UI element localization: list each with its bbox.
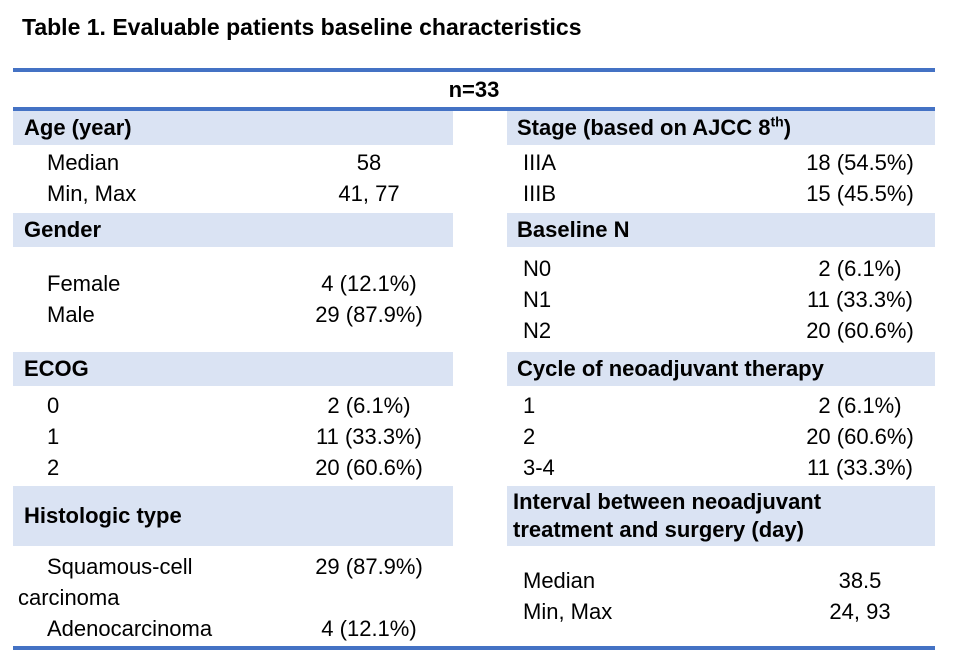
table-row: Male 29 (87.9%): [13, 300, 453, 331]
table-body: Age (year) Median 58 Min, Max 41, 77 Gen…: [13, 111, 935, 646]
table-row: 0 2 (6.1%): [13, 390, 453, 421]
right-column: Stage (based on AJCC 8th) IIIA 18 (54.5%…: [507, 111, 935, 646]
row-label: 1: [47, 423, 60, 449]
row-label: N1: [523, 286, 552, 312]
row-value: 4 (12.1%): [321, 615, 417, 641]
section-header-cycle-label: Cycle of neoadjuvant therapy: [517, 356, 824, 381]
row-label: 2: [523, 423, 536, 449]
row-value: 20 (60.6%): [315, 454, 423, 480]
table-row: IIIB 15 (45.5%): [507, 178, 935, 209]
table-row: N2 20 (60.6%): [507, 315, 935, 346]
table-row-wrap: carcinoma: [13, 582, 453, 613]
row-value: 58: [356, 149, 382, 175]
table-caption: Table 1. Evaluable patients baseline cha…: [22, 14, 582, 40]
row-value: 2 (6.1%): [327, 392, 411, 418]
table-row: Female 4 (12.1%): [13, 269, 453, 300]
row-value: 11 (33.3%): [807, 286, 913, 312]
row-value: 20 (60.6%): [806, 317, 914, 343]
row-label-continuation: carcinoma: [18, 584, 120, 610]
row-value: 29 (87.9%): [315, 302, 423, 327]
row-value: 41, 77: [338, 180, 400, 206]
row-value: 18 (54.5%): [806, 149, 914, 175]
stage-header-end: ): [783, 115, 792, 140]
row-label: N0: [523, 255, 552, 281]
row-value: 29 (87.9%): [315, 553, 423, 579]
interval-header-line2: treatment and surgery (day): [513, 517, 804, 542]
row-value: 38.5: [838, 567, 882, 593]
row-label: Adenocarcinoma: [47, 615, 213, 641]
row-label: Min, Max: [47, 180, 137, 206]
table-row: 2 20 (60.6%): [507, 421, 935, 452]
row-label: Female: [47, 271, 121, 296]
header-rule: [13, 107, 935, 111]
row-label: IIIB: [523, 180, 557, 206]
section-body-interval: Median 38.5 Min, Max 24, 93: [507, 546, 935, 646]
section-header-stage: Stage (based on AJCC 8th): [507, 111, 935, 145]
section-header-stage-label: Stage (based on AJCC 8th): [517, 115, 791, 141]
section-header-ecog: ECOG: [13, 352, 453, 386]
column-gap: [453, 111, 507, 646]
sample-size-label: n=33: [448, 76, 500, 102]
row-label: Min, Max: [523, 598, 613, 624]
table-row: N1 11 (33.3%): [507, 284, 935, 315]
row-value: 4 (12.1%): [321, 271, 417, 296]
interval-header-line1: Interval between neoadjuvant: [513, 489, 822, 514]
stage-header-main: Stage (based on AJCC 8: [517, 115, 771, 140]
row-value: 11 (33.3%): [807, 454, 913, 480]
section-body-histology: Squamous-cell 29 (87.9%) carcinoma Adeno…: [13, 546, 453, 646]
bottom-rule: [13, 646, 935, 650]
baseline-characteristics-table: n=33 Age (year) Median 58 Min, Max 41, 7…: [13, 68, 935, 650]
row-value: 11 (33.3%): [316, 423, 422, 449]
section-body-gender: Female 4 (12.1%) Male 29 (87.9%): [13, 247, 453, 352]
section-body-stage: IIIA 18 (54.5%) IIIB 15 (45.5%): [507, 145, 935, 213]
section-body-ecog: 0 2 (6.1%) 1 11 (33.3%) 2 20 (60.6%): [13, 386, 453, 486]
table-row: Adenocarcinoma 4 (12.1%): [13, 613, 453, 644]
section-header-cycle: Cycle of neoadjuvant therapy: [507, 352, 935, 386]
left-column: Age (year) Median 58 Min, Max 41, 77 Gen…: [13, 111, 453, 646]
table-row: 1 2 (6.1%): [507, 390, 935, 421]
section-header-gender-label: Gender: [24, 217, 102, 242]
table-row: Median 58: [13, 147, 453, 178]
table-row: IIIA 18 (54.5%): [507, 147, 935, 178]
section-body-baseline-n: N0 2 (6.1%) N1 11 (33.3%) N2 20 (60.6%): [507, 247, 935, 352]
row-label: Male: [47, 302, 95, 327]
row-value: 15 (45.5%): [806, 180, 914, 206]
table-row: Median 38.5: [507, 565, 935, 596]
section-header-ecog-label: ECOG: [24, 356, 89, 381]
section-header-baseline-n-label: Baseline N: [517, 217, 630, 242]
row-label: 2: [47, 454, 60, 480]
section-header-histology: Histologic type: [13, 486, 453, 546]
row-label: 3-4: [523, 454, 555, 480]
section-header-interval: Interval between neoadjuvant treatment a…: [507, 486, 935, 546]
section-header-gender: Gender: [13, 213, 453, 247]
row-label: Median: [47, 149, 120, 175]
section-body-age: Median 58 Min, Max 41, 77: [13, 145, 453, 213]
table-row: N0 2 (6.1%): [507, 253, 935, 284]
row-value: 24, 93: [829, 598, 891, 624]
row-label: Median: [523, 567, 596, 593]
sample-size-row: n=33: [13, 72, 935, 107]
row-label: IIIA: [523, 149, 557, 175]
section-header-age-label: Age (year): [24, 115, 132, 140]
row-label: N2: [523, 317, 552, 343]
top-rule: [13, 68, 935, 72]
table-row: 2 20 (60.6%): [13, 452, 453, 483]
row-label: Squamous-cell: [47, 553, 193, 579]
section-header-age: Age (year): [13, 111, 453, 145]
table-row: 1 11 (33.3%): [13, 421, 453, 452]
row-label: 1: [523, 392, 536, 418]
section-body-cycle: 1 2 (6.1%) 2 20 (60.6%) 3-4 11 (33.3%): [507, 386, 935, 486]
table-row: Squamous-cell 29 (87.9%): [13, 551, 453, 582]
row-value: 2 (6.1%): [818, 392, 902, 418]
table-row: Min, Max 24, 93: [507, 596, 935, 627]
stage-header-superscript: th: [770, 113, 784, 130]
row-value: 20 (60.6%): [806, 423, 914, 449]
section-header-histology-label: Histologic type: [24, 503, 182, 528]
table-row: 3-4 11 (33.3%): [507, 452, 935, 483]
row-value: 2 (6.1%): [818, 255, 902, 281]
section-header-baseline-n: Baseline N: [507, 213, 935, 247]
row-label: 0: [47, 392, 60, 418]
table-row: Min, Max 41, 77: [13, 178, 453, 209]
